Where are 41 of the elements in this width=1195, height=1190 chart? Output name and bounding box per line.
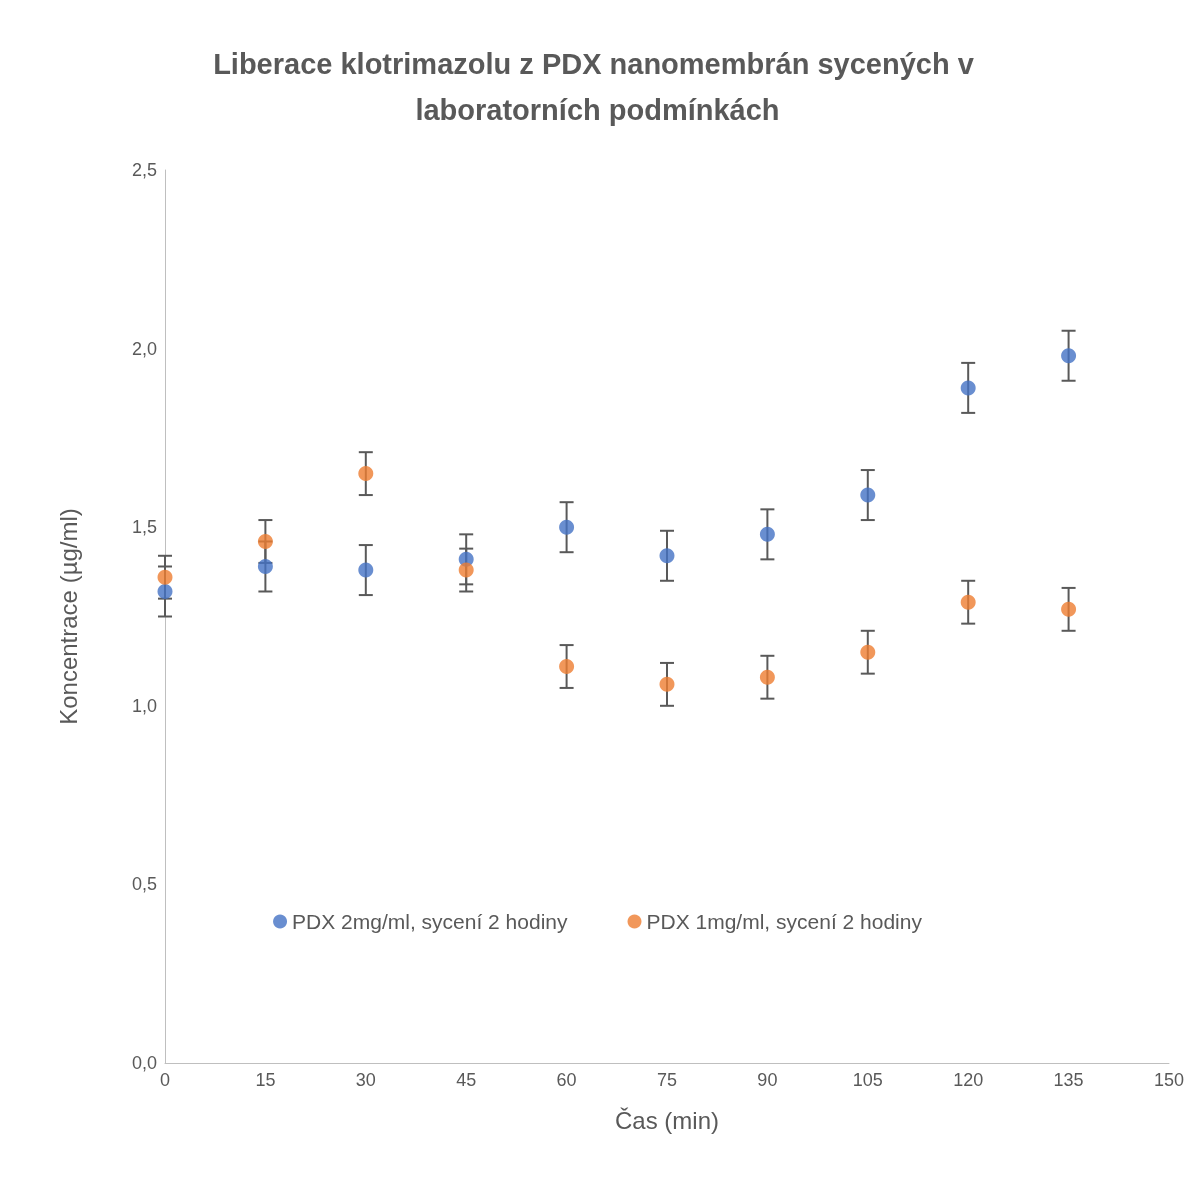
point [157,569,173,585]
legend-label: PDX 1mg/ml, sycení 2 hodiny [646,910,923,933]
point [559,519,575,535]
x-tick-label: 45 [456,1070,477,1090]
x-tick-label: 120 [953,1070,984,1090]
y-tick-label: 2,0 [131,338,157,359]
legend-label: PDX 2mg/ml, sycení 2 hodiny [292,910,568,933]
point [759,526,775,542]
point [257,533,273,549]
point [257,559,273,574]
point [358,562,374,578]
x-tick-label: 0 [159,1070,171,1090]
point [1061,601,1077,617]
x-tick-label: 105 [852,1070,883,1090]
point [759,669,775,685]
y-tick-label: 0,0 [131,1053,157,1073]
point [960,380,976,396]
point [358,466,374,482]
y-tick-label: 1,0 [131,695,157,716]
x-tick-label: 30 [355,1070,376,1090]
x-tick-label: 150 [1153,1070,1185,1090]
x-tick-label: 90 [757,1070,778,1090]
x-tick-label: 135 [1053,1070,1084,1090]
point [458,562,474,578]
point [960,594,976,610]
chart-title: Liberace klotrimazolu z PDX nanomembrán sycených v laboratorních podmínkách [213,48,982,126]
y-tick-label: 1,5 [131,517,157,538]
point [860,644,876,660]
x-tick-label: 75 [656,1070,678,1090]
point [860,487,876,503]
point [659,676,675,692]
point [659,548,675,564]
point [559,659,575,674]
x-tick-label: 15 [255,1070,276,1090]
x-tick-label: 60 [556,1070,577,1090]
y-axis-title: Koncentrace (µg/ml) [54,508,82,725]
y-tick-label: 0,5 [131,874,157,895]
y-tick-label: 2,5 [131,160,157,180]
point [1061,348,1077,364]
point [157,584,173,599]
x-axis-title: Čas (min) [614,1106,719,1134]
